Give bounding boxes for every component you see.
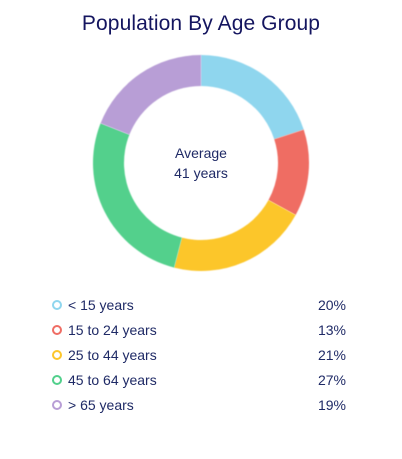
center-label-line1: Average (175, 145, 227, 161)
legend: < 15 years 20% 15 to 24 years 13% 25 to 44 y… (50, 295, 346, 420)
legend-label: > 65 years (68, 397, 134, 413)
legend-label: 45 to 64 years (68, 372, 157, 388)
legend-value: 20% (317, 297, 346, 313)
legend-item: 15 to 24 years 13% (50, 320, 346, 345)
legend-marker-icon (52, 350, 62, 360)
legend-item: 45 to 64 years 27% (50, 370, 346, 395)
legend-label: < 15 years (68, 297, 134, 313)
donut-slice-2 (174, 200, 296, 271)
donut-slice-1 (268, 129, 309, 216)
donut-center-label: Average 41 years (90, 143, 312, 183)
legend-marker-icon (52, 300, 62, 310)
legend-item: 25 to 44 years 21% (50, 345, 346, 370)
legend-item: < 15 years 20% (50, 295, 346, 320)
legend-value: 19% (317, 397, 346, 413)
legend-value: 13% (317, 322, 346, 338)
legend-marker-icon (52, 400, 62, 410)
center-label-line2: 41 years (174, 165, 228, 181)
donut-svg (93, 55, 309, 271)
legend-label: 25 to 44 years (68, 347, 157, 363)
legend-label: 15 to 24 years (68, 322, 157, 338)
legend-marker-icon (52, 375, 62, 385)
donut-slice-3 (93, 123, 182, 268)
donut-chart: Average 41 years (90, 52, 312, 274)
legend-value: 21% (317, 347, 346, 363)
legend-marker-icon (52, 325, 62, 335)
legend-item: > 65 years 19% (50, 395, 346, 420)
donut-slice-4 (100, 55, 201, 135)
legend-value: 27% (317, 372, 346, 388)
donut-slice-0 (201, 55, 304, 140)
chart-title: Population By Age Group (81, 12, 321, 35)
